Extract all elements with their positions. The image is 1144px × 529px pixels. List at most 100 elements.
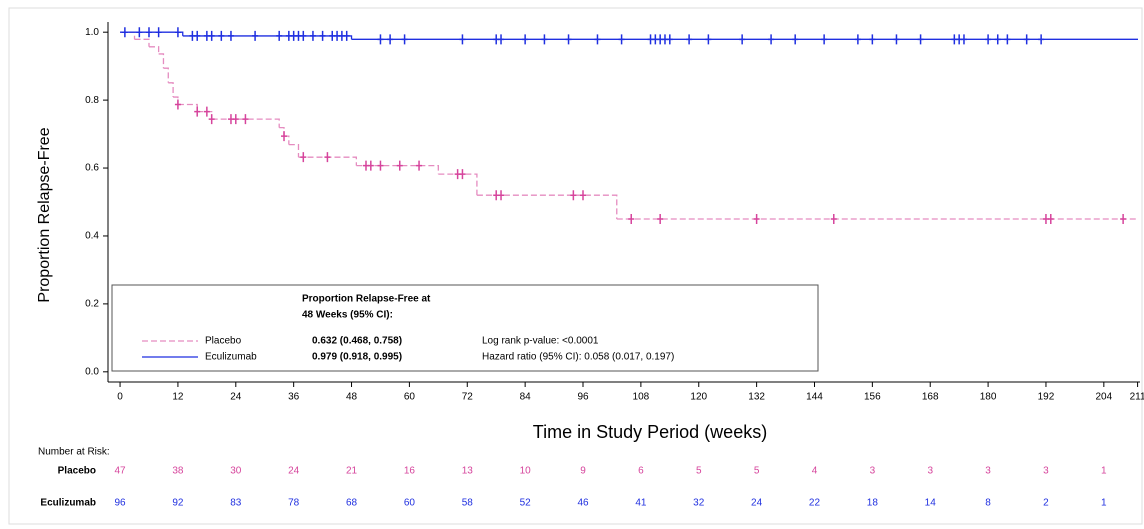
censor-mark bbox=[242, 114, 249, 125]
risk-count: 9 bbox=[580, 466, 586, 477]
x-tick-label: 132 bbox=[748, 392, 765, 403]
x-tick-label: 168 bbox=[922, 392, 939, 403]
censor-mark bbox=[985, 34, 992, 45]
risk-count: 5 bbox=[754, 466, 760, 477]
risk-count: 18 bbox=[867, 498, 879, 509]
censor-mark bbox=[498, 190, 505, 201]
risk-count: 3 bbox=[985, 466, 991, 477]
risk-count: 5 bbox=[696, 466, 702, 477]
survival-step bbox=[148, 46, 160, 54]
censor-mark bbox=[377, 160, 384, 171]
risk-count: 1 bbox=[1101, 498, 1107, 509]
censor-mark bbox=[459, 169, 466, 180]
risk-count: 14 bbox=[925, 498, 937, 509]
risk-count: 10 bbox=[520, 466, 532, 477]
risk-count: 4 bbox=[812, 466, 818, 477]
y-axis-label: Proportion Relapse-Free bbox=[36, 127, 53, 302]
annotation: Hazard ratio (95% CI): 0.058 (0.017, 0.1… bbox=[482, 352, 674, 363]
risk-count: 24 bbox=[751, 498, 763, 509]
censor-mark bbox=[1038, 34, 1045, 45]
censor-mark bbox=[792, 34, 799, 45]
censor-mark bbox=[387, 34, 394, 45]
censor-mark bbox=[739, 34, 746, 45]
survival-step bbox=[476, 194, 618, 219]
risk-count: 68 bbox=[346, 498, 358, 509]
censor-mark bbox=[570, 190, 577, 201]
survival-step bbox=[158, 53, 165, 69]
risk-count: 22 bbox=[809, 498, 821, 509]
censor-mark bbox=[252, 30, 259, 41]
risk-count: 3 bbox=[870, 466, 876, 477]
censor-mark bbox=[565, 34, 572, 45]
survival-step bbox=[168, 82, 174, 98]
risk-count: 24 bbox=[288, 466, 300, 477]
censor-mark bbox=[300, 152, 307, 163]
survival-step bbox=[120, 31, 136, 40]
risk-count: 96 bbox=[114, 498, 126, 509]
risk-count: 58 bbox=[462, 498, 474, 509]
x-tick-label: 180 bbox=[980, 392, 997, 403]
risk-count: 46 bbox=[577, 498, 589, 509]
survival-step bbox=[177, 103, 198, 112]
x-tick-label: 72 bbox=[462, 392, 474, 403]
survival-step bbox=[298, 156, 358, 166]
censor-mark bbox=[377, 34, 384, 45]
risk-count: 78 bbox=[288, 498, 300, 509]
censor-mark bbox=[367, 160, 374, 171]
x-tick-label: 156 bbox=[864, 392, 881, 403]
risk-count: 6 bbox=[638, 466, 644, 477]
survival-step bbox=[197, 111, 213, 120]
survival-step bbox=[356, 165, 439, 175]
legend-label: Placebo bbox=[205, 336, 242, 347]
x-tick-label: 84 bbox=[520, 392, 532, 403]
censor-mark bbox=[618, 34, 625, 45]
censor-mark bbox=[145, 27, 152, 38]
censor-mark bbox=[541, 34, 548, 45]
censor-mark bbox=[657, 213, 664, 224]
censor-mark bbox=[522, 34, 529, 45]
censor-mark bbox=[705, 34, 712, 45]
censor-mark bbox=[768, 34, 775, 45]
frame bbox=[8, 7, 1143, 525]
risk-count: 52 bbox=[520, 498, 532, 509]
x-tick-label: 48 bbox=[346, 392, 358, 403]
y-tick-label: 0.2 bbox=[85, 299, 99, 310]
x-tick-label: 24 bbox=[230, 392, 242, 403]
risk-count: 3 bbox=[1043, 466, 1049, 477]
censor-mark bbox=[121, 27, 128, 38]
x-tick-label: 60 bbox=[404, 392, 416, 403]
censor-mark bbox=[1023, 34, 1030, 45]
risk-count: 16 bbox=[404, 466, 416, 477]
x-axis-label: Time in Study Period (weeks) bbox=[533, 422, 767, 442]
survival-step bbox=[438, 173, 478, 196]
censor-mark bbox=[155, 27, 162, 38]
risk-count: 21 bbox=[346, 466, 358, 477]
y-tick-label: 0.0 bbox=[85, 366, 99, 377]
legend-header: Proportion Relapse-Free at bbox=[302, 294, 431, 305]
censor-mark bbox=[1120, 213, 1127, 224]
censor-mark bbox=[309, 30, 316, 41]
risk-count: 41 bbox=[635, 498, 647, 509]
censor-mark bbox=[893, 34, 900, 45]
censor-mark bbox=[276, 30, 283, 41]
x-tick-label: 0 bbox=[117, 392, 123, 403]
y-tick-label: 0.8 bbox=[85, 95, 99, 106]
x-tick-label: 12 bbox=[172, 392, 184, 403]
risk-count: 38 bbox=[172, 466, 184, 477]
censor-mark bbox=[917, 34, 924, 45]
annotation: Log rank p-value: <0.0001 bbox=[482, 336, 599, 347]
censor-mark bbox=[416, 160, 423, 171]
risk-row-label: Eculizumab bbox=[40, 498, 96, 509]
legend-header: 48 Weeks (95% CI): bbox=[302, 310, 393, 321]
x-tick-label: 204 bbox=[1095, 392, 1112, 403]
censor-mark bbox=[594, 34, 601, 45]
survival-step bbox=[134, 38, 150, 47]
x-tick-label: 192 bbox=[1038, 392, 1055, 403]
censor-mark bbox=[136, 27, 143, 38]
survival-step bbox=[182, 35, 353, 40]
survival-step bbox=[288, 143, 300, 158]
risk-count: 1 bbox=[1101, 466, 1107, 477]
censor-mark bbox=[174, 27, 181, 38]
risk-row-label: Placebo bbox=[58, 466, 96, 477]
